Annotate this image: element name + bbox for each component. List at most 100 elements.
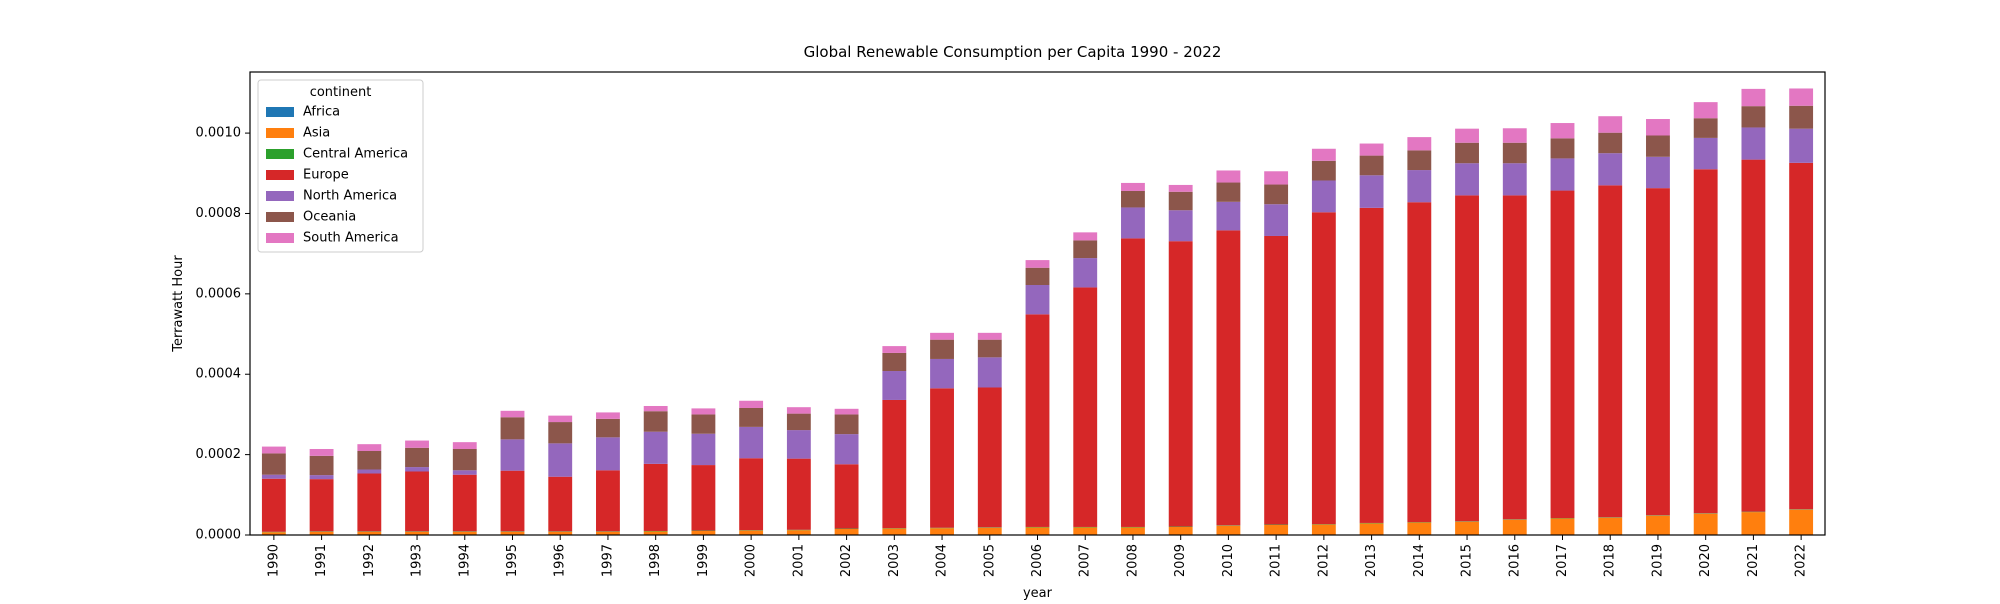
bar-europe-2022: [1789, 163, 1813, 509]
bar-oceania-2004: [930, 340, 954, 359]
bar-north-america-1998: [644, 432, 668, 464]
bar-oceania-2013: [1360, 156, 1384, 176]
x-tick-label-2011: 2011: [1269, 544, 1284, 577]
bar-south-america-2013: [1360, 144, 1384, 156]
bar-asia-2002: [835, 529, 859, 535]
bar-asia-2001: [787, 530, 811, 534]
bar-europe-2003: [882, 400, 906, 528]
x-tick-label-2002: 2002: [839, 544, 854, 577]
bar-north-america-2017: [1551, 158, 1575, 190]
bar-asia-2007: [1073, 527, 1097, 534]
x-tick-label-2015: 2015: [1460, 544, 1475, 577]
bar-south-america-1997: [596, 412, 620, 418]
bar-oceania-1991: [310, 456, 334, 475]
bar-oceania-2019: [1646, 136, 1670, 157]
x-tick-label-2017: 2017: [1555, 544, 1570, 577]
bar-oceania-1999: [691, 414, 715, 433]
x-tick-label-2014: 2014: [1412, 544, 1427, 577]
bar-asia-2016: [1503, 520, 1527, 535]
bar-asia-2012: [1312, 525, 1336, 535]
bar-asia-1995: [501, 532, 525, 535]
bar-south-america-2021: [1741, 89, 1765, 106]
bar-north-america-2011: [1264, 204, 1288, 236]
bar-europe-2013: [1360, 208, 1384, 523]
bar-north-america-2013: [1360, 175, 1384, 208]
bar-asia-2013: [1360, 523, 1384, 534]
bar-oceania-2018: [1598, 133, 1622, 154]
bar-oceania-1994: [453, 449, 477, 470]
bar-north-america-1997: [596, 437, 620, 470]
x-tick-label-1991: 1991: [314, 544, 329, 577]
bar-north-america-1995: [501, 439, 525, 470]
bar-europe-2018: [1598, 185, 1622, 517]
legend-title: continent: [310, 85, 372, 100]
bar-asia-2004: [930, 528, 954, 534]
bar-north-america-1999: [691, 434, 715, 465]
bar-oceania-1992: [357, 451, 381, 469]
x-tick-label-2008: 2008: [1125, 544, 1140, 577]
bar-south-america-2019: [1646, 119, 1670, 135]
bar-south-america-2018: [1598, 116, 1622, 132]
bar-south-america-2014: [1407, 137, 1431, 150]
bar-north-america-2005: [978, 357, 1002, 387]
bar-oceania-2014: [1407, 150, 1431, 170]
bar-asia-1997: [596, 532, 620, 535]
bar-europe-2014: [1407, 202, 1431, 522]
bar-europe-1995: [501, 471, 525, 532]
legend-label-oceania: Oceania: [303, 210, 356, 225]
bar-europe-2015: [1455, 195, 1479, 521]
bar-europe-2012: [1312, 212, 1336, 524]
chart-title: Global Renewable Consumption per Capita …: [804, 43, 1222, 61]
bar-europe-1998: [644, 464, 668, 531]
bar-north-america-2002: [835, 434, 859, 464]
bar-asia-1998: [644, 531, 668, 534]
x-tick-label-1997: 1997: [600, 544, 615, 577]
x-tick-label-2013: 2013: [1364, 544, 1379, 577]
x-tick-label-2012: 2012: [1316, 544, 1331, 577]
bar-europe-2010: [1216, 230, 1240, 525]
legend-label-central-america: Central America: [303, 147, 408, 162]
bar-europe-2005: [978, 388, 1002, 528]
bar-south-america-2001: [787, 407, 811, 413]
y-tick-label-0.0002: 0.0002: [196, 447, 242, 462]
legend-swatch-europe: [266, 170, 294, 180]
bar-south-america-2017: [1551, 123, 1575, 138]
x-tick-label-2022: 2022: [1794, 544, 1809, 577]
bar-asia-2020: [1694, 514, 1718, 535]
bar-south-america-2005: [978, 333, 1002, 340]
bar-oceania-2016: [1503, 143, 1527, 164]
bar-south-america-2009: [1169, 185, 1193, 192]
x-tick-label-1999: 1999: [696, 544, 711, 577]
bar-oceania-2009: [1169, 192, 1193, 210]
bar-asia-1991: [310, 532, 334, 535]
legend-swatch-asia: [266, 128, 294, 138]
x-tick-label-1990: 1990: [266, 544, 281, 577]
x-tick-label-2007: 2007: [1078, 544, 1093, 577]
legend-label-north-america: North America: [303, 189, 397, 204]
legend-swatch-north-america: [266, 191, 294, 201]
bar-south-america-2006: [1026, 260, 1050, 268]
bar-asia-1996: [548, 532, 572, 535]
bar-south-america-2008: [1121, 183, 1145, 191]
bar-oceania-2008: [1121, 191, 1145, 207]
bar-north-america-2014: [1407, 170, 1431, 202]
bar-south-america-1999: [691, 408, 715, 414]
bar-asia-2009: [1169, 527, 1193, 535]
bar-north-america-2009: [1169, 210, 1193, 241]
bar-south-america-1996: [548, 416, 572, 422]
bar-europe-2020: [1694, 169, 1718, 513]
bar-oceania-2021: [1741, 106, 1765, 127]
bar-oceania-1996: [548, 422, 572, 443]
x-tick-label-1996: 1996: [553, 544, 568, 577]
bar-oceania-2011: [1264, 185, 1288, 205]
y-tick-label-0.0000: 0.0000: [196, 528, 242, 543]
bar-south-america-1994: [453, 442, 477, 449]
bar-north-america-1991: [310, 475, 334, 479]
bar-south-america-1995: [501, 411, 525, 417]
bar-south-america-2020: [1694, 102, 1718, 118]
x-tick-label-2016: 2016: [1507, 544, 1522, 577]
bar-south-america-2015: [1455, 129, 1479, 143]
bar-north-america-2018: [1598, 153, 1622, 185]
bar-south-america-1991: [310, 449, 334, 456]
